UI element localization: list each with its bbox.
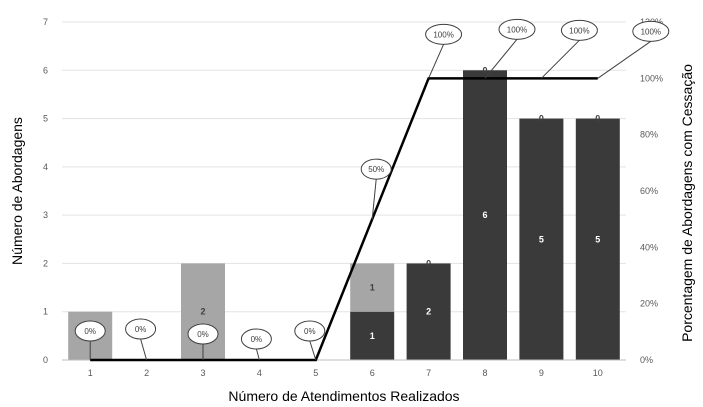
bar-value-label: 1 bbox=[370, 331, 375, 341]
y-tick-label: 5 bbox=[43, 114, 48, 124]
y-tick-label: 4 bbox=[43, 162, 48, 172]
x-tick-label: 8 bbox=[482, 368, 487, 378]
bar-value-label: 0 bbox=[539, 114, 544, 124]
callout-leader bbox=[309, 340, 317, 361]
x-tick-label: 7 bbox=[426, 368, 431, 378]
percentage-label: 100% bbox=[507, 25, 527, 34]
percentage-label: 100% bbox=[569, 26, 589, 35]
bar-value-label: 0 bbox=[426, 258, 431, 268]
percentage-label: 0% bbox=[304, 327, 316, 336]
bar-segment bbox=[463, 70, 507, 361]
bar-value-label: 5 bbox=[595, 234, 600, 244]
x-tick-label: 5 bbox=[313, 368, 318, 378]
callout-leader bbox=[597, 40, 652, 79]
x-tick-label: 1 bbox=[88, 368, 93, 378]
x-tick-label: 9 bbox=[539, 368, 544, 378]
percentage-line bbox=[90, 77, 598, 362]
y-tick-label: 2 bbox=[43, 258, 48, 268]
y-axis-title: Número de Abordagens bbox=[9, 117, 25, 265]
callout-bubble bbox=[360, 158, 392, 180]
x-axis-title: Número de Atendimentos Realizados bbox=[228, 388, 459, 404]
bar-value-label: 0 bbox=[482, 65, 487, 75]
y2-tick-label: 80% bbox=[640, 130, 658, 140]
percentage-label: 100% bbox=[433, 30, 453, 39]
callout-leader bbox=[255, 348, 260, 361]
y-tick-label: 3 bbox=[43, 210, 48, 220]
percentage-label: 0% bbox=[84, 327, 96, 336]
callout-bubble bbox=[560, 19, 598, 41]
y2-tick-label: 60% bbox=[640, 186, 658, 196]
x-tick-label: 6 bbox=[370, 368, 375, 378]
bar-segment bbox=[350, 263, 395, 312]
percentage-label: 50% bbox=[368, 165, 384, 174]
y-tick-label: 1 bbox=[43, 307, 48, 317]
bar-value-label: 2 bbox=[426, 307, 431, 317]
callout-bubble bbox=[125, 318, 157, 340]
callout-bubble bbox=[498, 18, 536, 40]
y2-tick-label: 20% bbox=[640, 299, 658, 309]
x-tick-label: 10 bbox=[593, 368, 603, 378]
callout-bubble bbox=[294, 320, 326, 342]
callout-leader bbox=[484, 39, 518, 79]
x-tick-label: 4 bbox=[257, 368, 262, 378]
bar-value-label: 6 bbox=[482, 210, 487, 220]
percentage-label: 0% bbox=[251, 335, 263, 344]
x-tick-label: 2 bbox=[144, 368, 149, 378]
x-tick-label: 3 bbox=[200, 368, 205, 378]
bar-segment bbox=[519, 118, 564, 360]
y2-tick-label: 100% bbox=[640, 73, 663, 83]
bar-segment bbox=[350, 311, 395, 360]
callout-leader bbox=[371, 179, 377, 220]
bar-value-label: 1 bbox=[370, 283, 375, 293]
bar-segment bbox=[406, 263, 451, 360]
y2-tick-label: 0% bbox=[640, 355, 653, 365]
y-tick-label: 6 bbox=[43, 65, 48, 75]
percentage-label: 0% bbox=[197, 330, 209, 339]
callout-bubble bbox=[632, 20, 670, 42]
y2-axis-title: Porcentagem de Abordagens com Cessação bbox=[679, 64, 695, 342]
bar-value-label: 5 bbox=[539, 234, 544, 244]
bar-value-label: 2 bbox=[200, 307, 205, 317]
callout-bubble bbox=[187, 323, 219, 345]
callout-bubble bbox=[74, 320, 106, 342]
y-tick-label: 0 bbox=[43, 355, 48, 365]
percentage-label: 0% bbox=[135, 325, 147, 334]
callout-bubble bbox=[240, 328, 272, 350]
percentage-label: 100% bbox=[641, 27, 661, 36]
y2-tick-label: 40% bbox=[640, 242, 658, 252]
bar-value-label: 0 bbox=[595, 114, 600, 124]
y-tick-label: 7 bbox=[43, 17, 48, 27]
callout-leader bbox=[541, 39, 580, 79]
bar-segment bbox=[575, 118, 620, 360]
callout-leader bbox=[428, 44, 445, 79]
callout-leader bbox=[140, 338, 148, 361]
callout-bubble bbox=[425, 23, 463, 45]
